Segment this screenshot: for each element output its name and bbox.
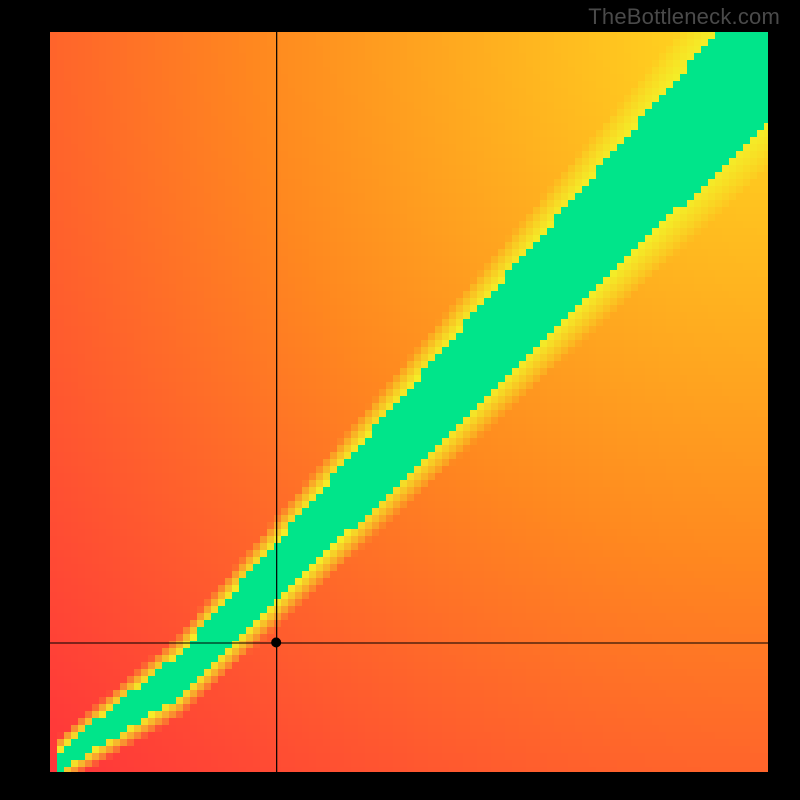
heatmap-canvas xyxy=(50,32,768,772)
watermark-text: TheBottleneck.com xyxy=(588,4,780,30)
heatmap-plot xyxy=(50,32,768,772)
chart-container: { "watermark": { "text": "TheBottleneck.… xyxy=(0,0,800,800)
